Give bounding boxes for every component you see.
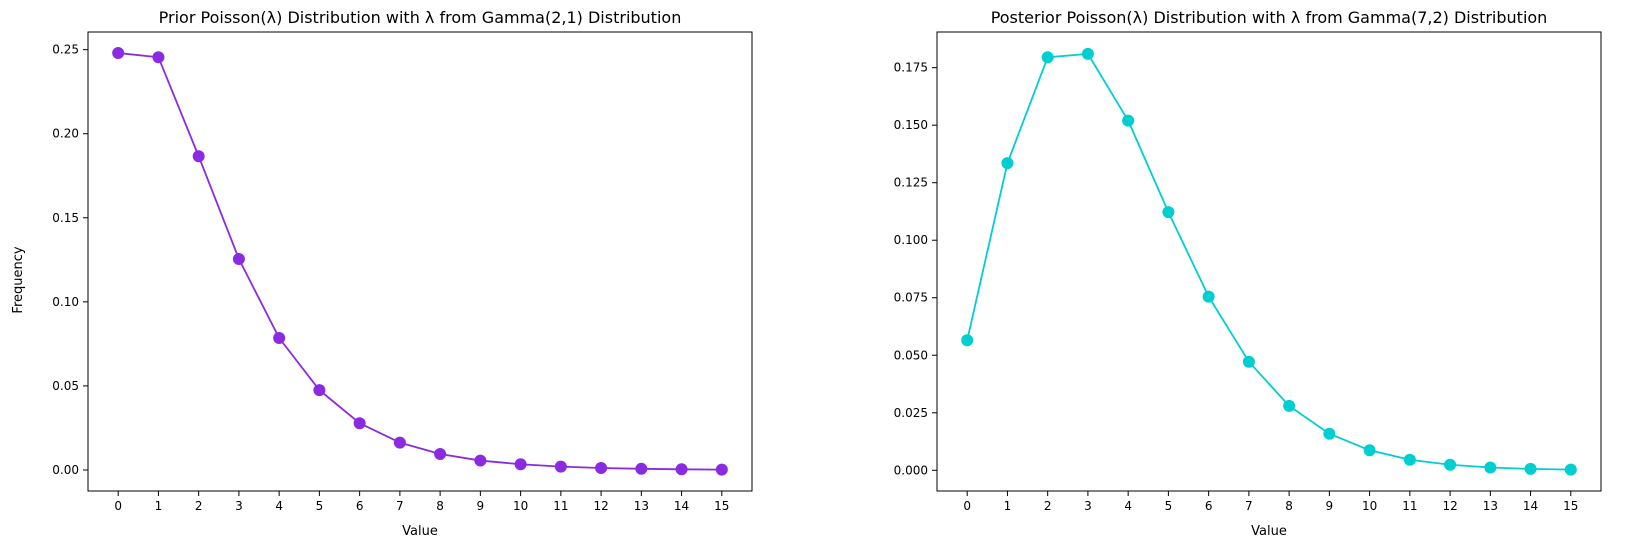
prior-y-tick-label: 0.20 xyxy=(52,127,79,141)
posterior-x-tick-label: 9 xyxy=(1326,499,1334,513)
prior-x-axis-label: Value xyxy=(402,524,438,539)
posterior-data-point xyxy=(1524,462,1537,475)
prior-data-point xyxy=(313,384,326,397)
prior-data-point xyxy=(514,458,527,471)
posterior-x-tick-label: 2 xyxy=(1044,499,1052,513)
prior-data-point xyxy=(273,332,286,344)
prior-x-tick-label: 12 xyxy=(593,499,608,513)
posterior-y-tick-label: 0.050 xyxy=(894,348,928,362)
posterior-data-point xyxy=(961,334,974,347)
prior-x-tick-label: 4 xyxy=(275,499,283,513)
prior-y-axis-label: Frequency xyxy=(11,246,26,313)
posterior-data-point xyxy=(1162,206,1175,219)
posterior-data-point xyxy=(1242,355,1255,368)
posterior-x-tick-label: 13 xyxy=(1483,499,1498,513)
prior-x-tick-label: 1 xyxy=(155,499,163,513)
prior-y-tick-label: 0.10 xyxy=(52,295,79,309)
prior-data-point xyxy=(112,47,125,60)
prior-data-point xyxy=(152,51,165,64)
prior-x-tick-label: 7 xyxy=(396,499,404,513)
posterior-x-tick-label: 0 xyxy=(963,499,971,513)
posterior-chart: Posterior Poisson(λ) Distribution with λ… xyxy=(894,8,1602,539)
posterior-data-point xyxy=(1363,444,1376,457)
posterior-x-tick-label: 10 xyxy=(1362,499,1377,513)
posterior-x-tick-label: 1 xyxy=(1004,499,1012,513)
prior-data-point xyxy=(192,150,205,163)
prior-x-tick-label: 3 xyxy=(235,499,243,513)
posterior-x-tick-label: 12 xyxy=(1442,499,1457,513)
prior-y-tick-label: 0.25 xyxy=(52,43,79,57)
posterior-y-tick-label: 0.150 xyxy=(894,118,928,132)
posterior-y-tick-label: 0.125 xyxy=(894,176,928,190)
posterior-data-point xyxy=(1081,47,1094,60)
prior-chart: Prior Poisson(λ) Distribution with λ fro… xyxy=(11,8,753,539)
posterior-x-tick-label: 11 xyxy=(1402,499,1417,513)
prior-x-tick-label: 13 xyxy=(634,499,649,513)
posterior-plot-frame xyxy=(936,31,1602,492)
prior-x-tick-label: 14 xyxy=(674,499,689,513)
prior-data-point xyxy=(715,463,728,476)
prior-data-point xyxy=(675,463,688,476)
posterior-y-tick-label: 0.025 xyxy=(894,406,928,420)
prior-plot-frame xyxy=(87,31,753,492)
posterior-data-point xyxy=(1041,51,1054,64)
posterior-x-tick-label: 3 xyxy=(1084,499,1092,513)
posterior-series-line xyxy=(966,52,1571,471)
prior-data-point xyxy=(434,448,447,461)
posterior-x-axis-label: Value xyxy=(1251,524,1287,539)
posterior-x-tick-label: 15 xyxy=(1563,499,1578,513)
posterior-data-point xyxy=(1323,427,1336,440)
prior-x-tick-label: 8 xyxy=(436,499,444,513)
prior-data-point xyxy=(595,461,608,474)
posterior-data-point xyxy=(1283,399,1296,412)
prior-data-point xyxy=(554,460,567,473)
prior-x-tick-label: 5 xyxy=(316,499,324,513)
prior-data-point xyxy=(635,462,648,475)
prior-series-line xyxy=(118,52,722,471)
posterior-data-point xyxy=(1564,463,1577,476)
prior-data-point xyxy=(393,436,406,449)
posterior-data-point xyxy=(1122,114,1135,127)
posterior-y-tick-label: 0.100 xyxy=(894,233,928,247)
posterior-x-tick-label: 7 xyxy=(1245,499,1253,513)
prior-data-point xyxy=(232,252,245,265)
posterior-data-point xyxy=(1444,458,1457,471)
prior-x-tick-label: 2 xyxy=(195,499,203,513)
posterior-y-tick-label: 0.175 xyxy=(894,61,928,75)
posterior-data-point xyxy=(1001,157,1014,170)
posterior-x-tick-label: 14 xyxy=(1523,499,1538,513)
prior-x-tick-label: 0 xyxy=(114,499,122,513)
prior-y-tick-label: 0.15 xyxy=(52,211,79,225)
posterior-x-tick-label: 8 xyxy=(1285,499,1293,513)
prior-x-tick-label: 10 xyxy=(513,499,528,513)
prior-data-point xyxy=(474,454,487,467)
prior-y-tick-label: 0.05 xyxy=(52,379,79,393)
prior-chart-title: Prior Poisson(λ) Distribution with λ fro… xyxy=(159,8,682,27)
posterior-y-tick-label: 0.000 xyxy=(894,463,928,477)
posterior-data-point xyxy=(1403,453,1416,466)
prior-x-tick-label: 15 xyxy=(714,499,729,513)
posterior-y-tick-label: 0.075 xyxy=(894,291,928,305)
posterior-x-tick-label: 5 xyxy=(1165,499,1173,513)
posterior-x-tick-label: 6 xyxy=(1205,499,1213,513)
posterior-x-tick-label: 4 xyxy=(1124,499,1132,513)
posterior-data-point xyxy=(1484,461,1497,474)
prior-y-tick-label: 0.00 xyxy=(52,463,79,477)
posterior-data-point xyxy=(1202,290,1215,303)
posterior-chart-title: Posterior Poisson(λ) Distribution with λ… xyxy=(991,8,1548,27)
prior-data-point xyxy=(353,417,366,430)
prior-x-tick-label: 9 xyxy=(477,499,485,513)
prior-x-tick-label: 6 xyxy=(356,499,364,513)
prior-x-tick-label: 11 xyxy=(553,499,568,513)
